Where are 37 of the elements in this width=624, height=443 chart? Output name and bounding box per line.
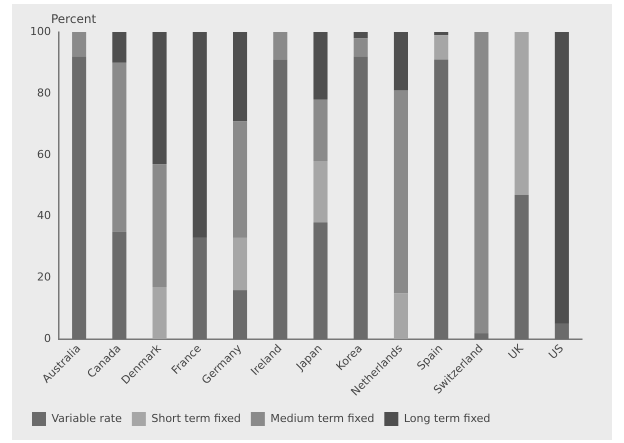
y-tick-label: 60 [36,148,51,161]
bar [434,35,448,60]
legend-label: Variable rate [52,412,122,425]
bar [112,62,126,232]
bar [112,32,126,63]
bar [232,238,248,290]
x-tick-label: UK [506,341,526,362]
bar [152,32,167,164]
bar [394,32,408,90]
y-tick-label: 80 [36,86,51,100]
bar [232,32,248,122]
legend-label: Medium term fixed [270,412,374,425]
bar [394,90,408,294]
legend-label: Long term fixed [404,412,490,425]
bar [152,164,167,288]
bar [192,32,207,238]
bar [514,32,529,195]
y-axis-title: Percent [50,12,96,26]
bar [72,32,86,57]
y-tick-label: 100 [30,24,51,38]
bar [152,287,167,340]
bar [232,121,248,238]
bar [313,32,328,100]
x-tick-label: US [546,342,566,362]
bar [394,293,408,340]
y-tick-label: 0 [44,332,51,346]
bar [474,32,488,334]
bar [313,161,328,222]
bar [434,32,448,36]
legend-label: Short term fixed [151,412,241,425]
bar [273,32,288,60]
y-tick-label: 40 [36,209,51,222]
bar [313,100,328,162]
y-tick-label: 20 [36,270,51,284]
bar [354,32,368,38]
bar [354,38,368,57]
bar [554,32,569,324]
